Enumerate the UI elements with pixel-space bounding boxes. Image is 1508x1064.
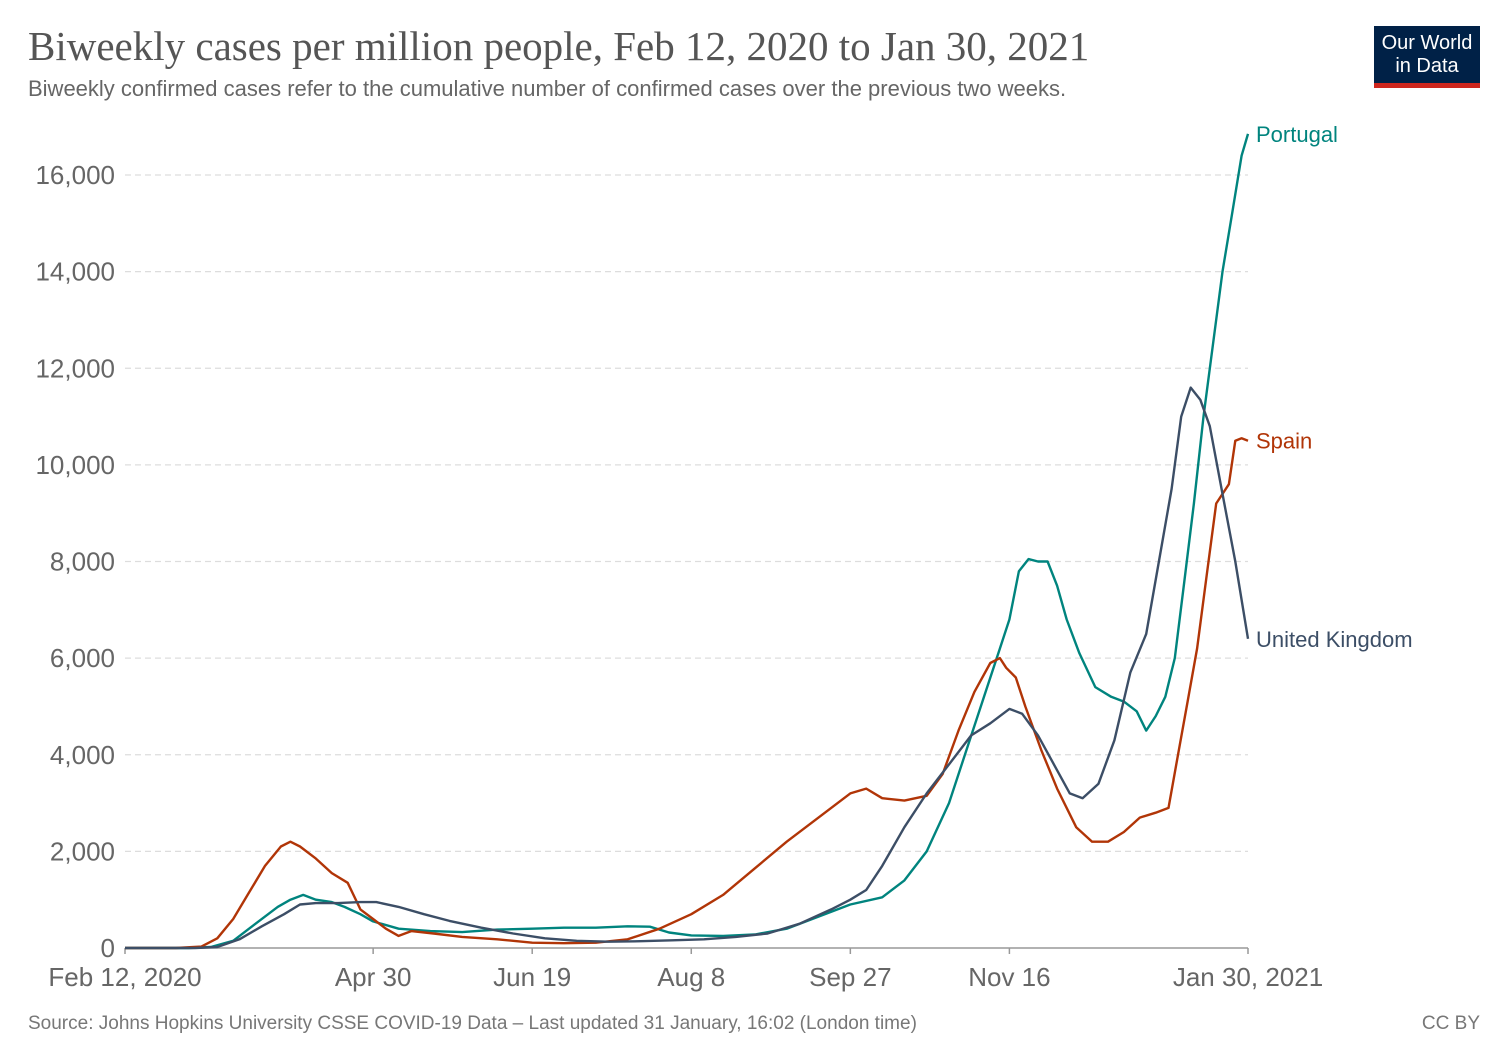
series-label-spain: Spain [1256, 429, 1312, 454]
series-label-portugal: Portugal [1256, 122, 1338, 147]
series-line-spain[interactable] [125, 437, 1249, 950]
series-line-portugal[interactable] [125, 133, 1250, 950]
chart-subtitle: Biweekly confirmed cases refer to the cu… [28, 76, 1067, 101]
x-tick-label: Aug 8 [657, 962, 725, 992]
x-tick-label: Feb 12, 2020 [48, 962, 201, 992]
series-label-united-kingdom: United Kingdom [1256, 627, 1413, 652]
x-tick-label: Sep 27 [809, 962, 891, 992]
y-tick-label: 16,000 [35, 160, 115, 190]
logo-line-1: Our World [1381, 32, 1473, 54]
y-axis: 0 2,000 4,000 6,000 8,000 10,000 12,000 14,000 1… [35, 160, 115, 963]
series-line-united-kingdom[interactable] [125, 386, 1250, 950]
x-tick-label: Nov 16 [968, 962, 1050, 992]
y-tick-label: 2,000 [50, 836, 115, 866]
y-tick-label: 8,000 [50, 547, 115, 577]
x-axis: Feb 12, 2020 Apr 30 Jun 19 Aug 8 Sep 27 Nov 1… [48, 947, 1323, 992]
gridlines [125, 174, 1248, 853]
y-tick-label: 12,000 [35, 353, 115, 383]
chart-title: Biweekly cases per million people, Feb 1… [28, 23, 1090, 69]
y-tick-label: 10,000 [35, 450, 115, 480]
series-labels: Portugal Spain United Kingdom [1256, 122, 1413, 652]
logo-accent-bar [1374, 83, 1480, 88]
x-tick-label: Apr 30 [335, 962, 412, 992]
owid-logo[interactable]: Our World in Data [1374, 26, 1480, 88]
y-tick-label: 14,000 [35, 257, 115, 287]
license-link[interactable]: CC BY [1421, 1013, 1480, 1034]
x-tick-label: Jan 30, 2021 [1173, 962, 1323, 992]
series-lines [125, 133, 1250, 950]
logo-line-2: in Data [1395, 55, 1459, 77]
y-tick-label: 4,000 [50, 740, 115, 770]
y-tick-label: 6,000 [50, 643, 115, 673]
y-tick-label: 0 [101, 933, 115, 963]
source-note: Source: Johns Hopkins University CSSE CO… [28, 1013, 917, 1034]
x-tick-label: Jun 19 [493, 962, 571, 992]
